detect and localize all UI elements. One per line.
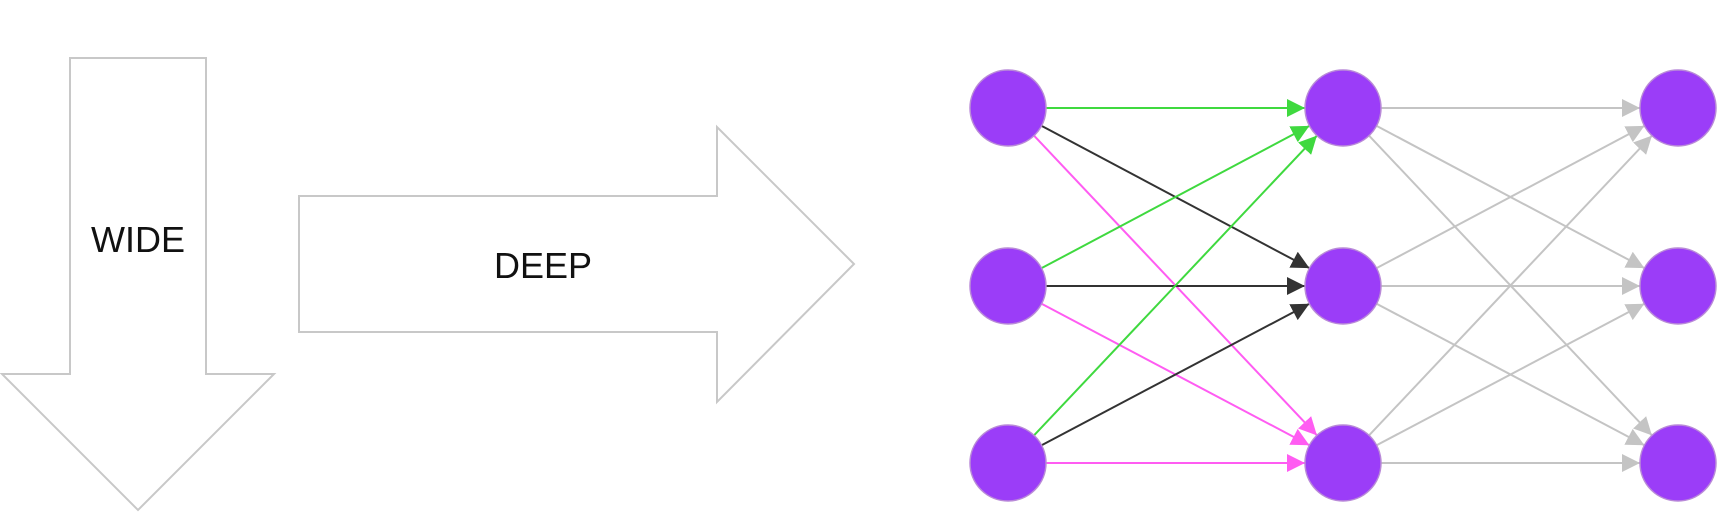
node-layer2-3: [1304, 424, 1382, 502]
node-layer1-1: [969, 69, 1047, 147]
wide-arrow: WIDE: [0, 57, 277, 512]
node-layer3-1: [1639, 69, 1717, 147]
wide-arrow-shape: [0, 57, 277, 512]
edge-l2-n2-to-l3-n1: [1376, 124, 1645, 270]
neural-network: [969, 69, 1717, 502]
node-layer3-2: [1639, 247, 1717, 325]
node-layer1-2: [969, 247, 1047, 325]
network-nodes: [969, 69, 1717, 502]
node-layer2-1: [1304, 69, 1382, 147]
edge-l1-n3-to-l2-n2: [1041, 302, 1310, 447]
edge-l2-n3-to-l3-n1: [1368, 134, 1653, 437]
network-edges: [1033, 99, 1653, 472]
deep-arrow: DEEP: [298, 124, 856, 405]
node-layer3-3: [1639, 424, 1717, 502]
deep-arrow-shape: [298, 124, 856, 405]
wide-arrow-label: WIDE: [91, 219, 185, 260]
node-layer1-3: [969, 424, 1047, 502]
deep-arrow-label: DEEP: [494, 245, 592, 286]
edge-l1-n3-to-l2-n1: [1033, 134, 1318, 437]
node-layer2-2: [1304, 247, 1382, 325]
edge-l2-n3-to-l3-n2: [1376, 302, 1645, 447]
edge-l1-n2-to-l2-n1: [1041, 124, 1310, 270]
